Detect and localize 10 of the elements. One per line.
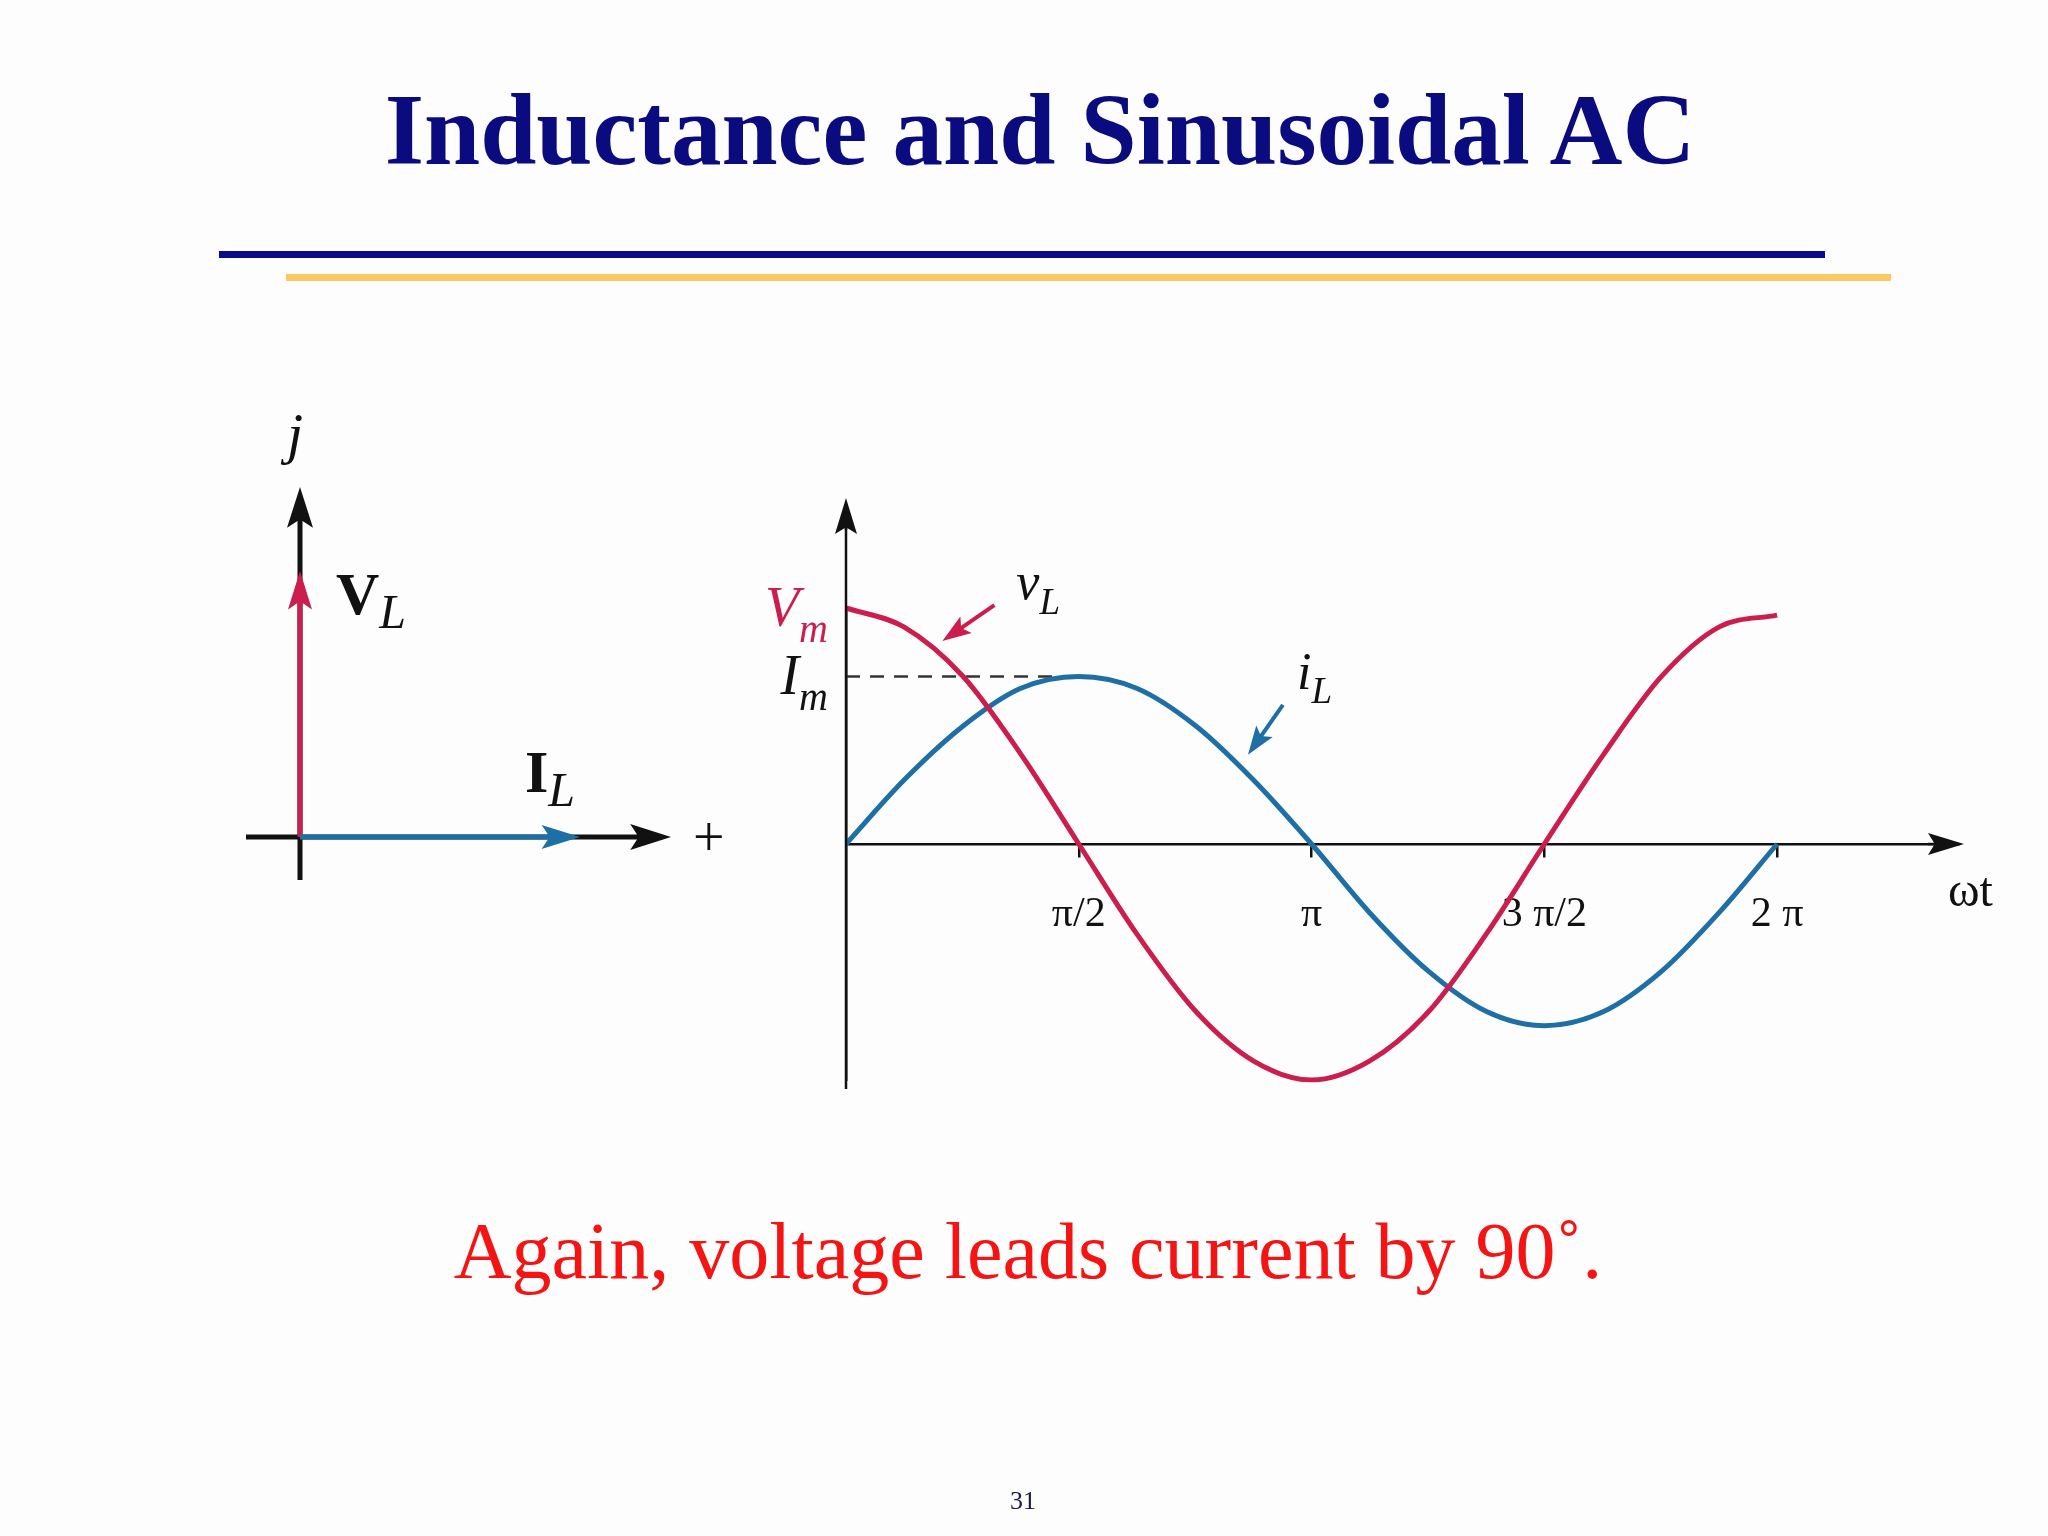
chart-title: Inductance and Sinusoidal AC: [384, 74, 1696, 186]
text: V$_{L}$: [336, 561, 407, 639]
x-tick-label: 2 π: [1750, 889, 1804, 936]
x-axis-title: ωt: [1948, 863, 1994, 916]
text: 31: [1010, 1486, 1036, 1515]
x-tick-label: π: [1300, 889, 1323, 936]
text: Again, voltage leads current by 90˚.: [453, 1207, 1603, 1295]
text: I$_{L}$: [525, 739, 576, 817]
x-tick-label: π/2: [1051, 889, 1106, 936]
text: +: [693, 806, 725, 868]
